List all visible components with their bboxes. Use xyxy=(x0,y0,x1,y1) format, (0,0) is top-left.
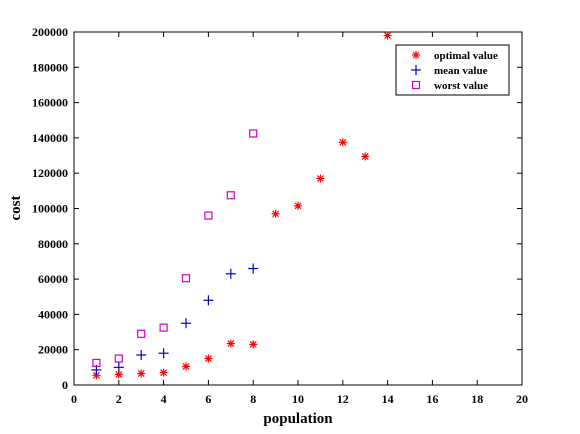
point-asterisk xyxy=(137,369,146,378)
data-points xyxy=(91,31,392,380)
point-asterisk xyxy=(204,354,213,363)
point-plus xyxy=(158,348,169,359)
x-tick-label: 6 xyxy=(205,392,211,406)
point-asterisk xyxy=(249,340,258,349)
x-axis: 0 2 4 6 8 10 12 14 16 18 20 xyxy=(71,32,528,406)
legend-label-mean: mean value xyxy=(434,65,488,77)
legend-marker-asterisk xyxy=(412,51,420,59)
point-asterisk xyxy=(383,31,392,40)
x-axis-title: population xyxy=(263,411,333,427)
point-plus xyxy=(248,263,259,274)
point-plus xyxy=(113,362,124,373)
point-asterisk xyxy=(294,201,302,210)
point-square xyxy=(137,329,146,338)
y-tick-label: 20000 xyxy=(38,343,68,357)
x-tick-label: 12 xyxy=(337,392,349,406)
legend: optimal value mean value worst value xyxy=(395,44,510,96)
point-plus xyxy=(203,295,214,306)
point-square xyxy=(249,129,258,138)
point-plus xyxy=(225,268,236,279)
y-tick-label: 180000 xyxy=(32,60,68,74)
y-axis: 0 20000 40000 60000 80000 100000 120000 140000 1… xyxy=(32,25,522,392)
x-tick-label: 14 xyxy=(382,392,394,406)
y-tick-label: 40000 xyxy=(38,307,68,321)
y-tick-label: 160000 xyxy=(32,96,68,110)
legend-marker-square xyxy=(411,80,421,90)
x-tick-label: 2 xyxy=(116,392,122,406)
x-tick-label: 18 xyxy=(471,392,483,406)
y-tick-label: 0 xyxy=(62,378,68,392)
legend-markers xyxy=(411,51,421,90)
point-plus xyxy=(136,349,147,360)
point-plus xyxy=(181,318,191,329)
x-tick-label: 20 xyxy=(516,392,528,406)
y-axis-title: cost xyxy=(8,196,24,221)
x-tick-label: 16 xyxy=(426,392,438,406)
point-square xyxy=(181,274,191,283)
y-tick-label: 60000 xyxy=(38,272,68,286)
legend-label-worst: worst value xyxy=(434,80,488,92)
y-tick-label: 140000 xyxy=(32,131,68,145)
point-asterisk xyxy=(316,174,325,183)
y-tick-label: 100000 xyxy=(32,202,68,216)
point-asterisk xyxy=(159,368,168,377)
point-asterisk xyxy=(338,138,347,147)
point-square xyxy=(226,191,235,200)
point-asterisk xyxy=(182,362,190,371)
point-square xyxy=(92,358,101,368)
x-tick-label: 10 xyxy=(292,392,304,406)
point-asterisk xyxy=(271,209,280,218)
point-asterisk xyxy=(226,339,235,348)
point-square xyxy=(204,211,213,220)
y-tick-label: 80000 xyxy=(38,237,68,251)
point-asterisk xyxy=(361,152,370,161)
legend-marker-plus xyxy=(411,65,421,75)
point-square xyxy=(159,323,168,332)
x-tick-label: 4 xyxy=(161,392,167,406)
x-tick-label: 0 xyxy=(71,392,77,406)
point-square xyxy=(114,354,123,363)
legend-label-optimal: optimal value xyxy=(434,50,498,62)
x-tick-label: 8 xyxy=(250,392,256,406)
y-tick-label: 120000 xyxy=(32,166,68,180)
y-tick-label: 200000 xyxy=(32,25,68,39)
